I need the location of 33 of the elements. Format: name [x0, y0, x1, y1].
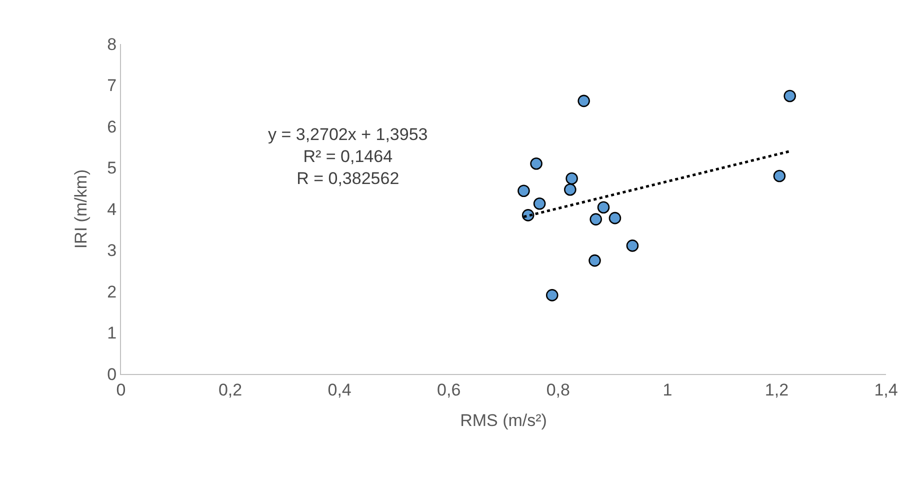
x-tick-label: 0,6	[437, 380, 461, 400]
y-axis-title: IRI (m/km)	[72, 169, 91, 249]
x-tick-label: 0,2	[218, 380, 242, 400]
x-tick-label: 1,4	[874, 380, 898, 400]
point	[608, 212, 622, 224]
x-tick-label: 0,8	[546, 380, 570, 400]
annotation: y = 3,2702x + 1,3953 R² = 0,1464 R = 0,382562	[268, 125, 428, 188]
point	[578, 94, 590, 108]
point	[564, 183, 576, 196]
y-tick-label: 6	[107, 117, 117, 136]
point	[533, 197, 546, 210]
x-tick-label: 0,4	[328, 380, 352, 400]
point	[546, 289, 558, 302]
point	[530, 157, 542, 170]
point	[626, 240, 639, 252]
point	[518, 184, 530, 197]
y-tick-label: 4	[107, 200, 117, 219]
point	[566, 172, 578, 185]
y-tick-label: 8	[107, 34, 117, 54]
y-tick-label: 5	[107, 158, 117, 178]
x-tick-label: 1	[662, 380, 672, 400]
x-axis-title: RMS (m/s²)	[460, 410, 547, 430]
y-tick-label: 3	[107, 241, 117, 260]
x-tick-label: 1,2	[764, 380, 789, 400]
point	[597, 201, 610, 214]
point	[590, 213, 602, 226]
y-tick-label: 7	[107, 76, 117, 96]
point	[784, 90, 796, 102]
point	[773, 170, 786, 182]
y-tick-label: 1	[107, 324, 117, 343]
y-tick-label: 0	[107, 364, 117, 384]
y-tick-label: 2	[107, 282, 117, 302]
point	[588, 254, 601, 267]
